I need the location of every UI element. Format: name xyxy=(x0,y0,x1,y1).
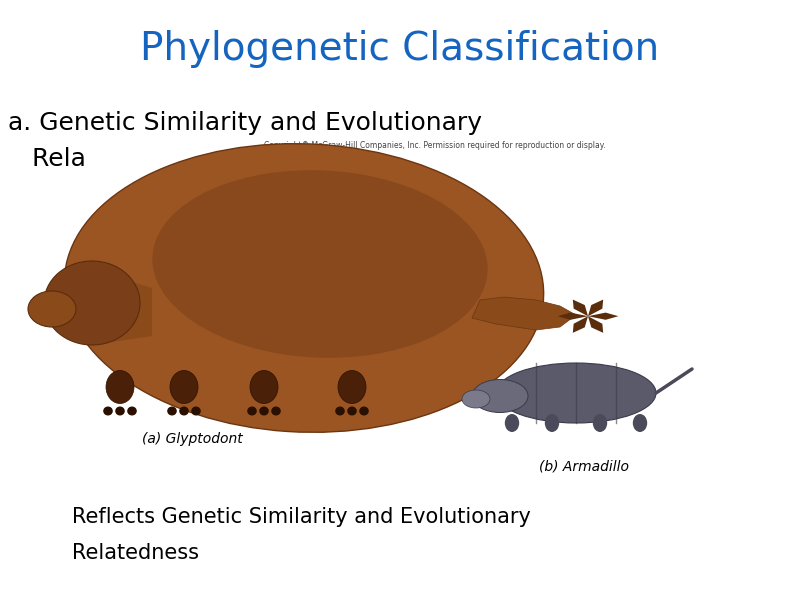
Ellipse shape xyxy=(347,407,357,415)
Ellipse shape xyxy=(359,407,369,415)
Text: Phylogenetic Classification: Phylogenetic Classification xyxy=(141,30,659,68)
Ellipse shape xyxy=(115,407,125,415)
Text: (a) Glyptodont: (a) Glyptodont xyxy=(142,432,242,446)
Ellipse shape xyxy=(496,363,656,423)
Ellipse shape xyxy=(44,261,140,345)
Ellipse shape xyxy=(462,390,490,408)
Polygon shape xyxy=(588,316,603,333)
Text: a. Genetic Similarity and Evolutionary: a. Genetic Similarity and Evolutionary xyxy=(8,111,482,135)
Ellipse shape xyxy=(179,407,189,415)
Ellipse shape xyxy=(545,414,559,432)
Polygon shape xyxy=(472,297,576,330)
Polygon shape xyxy=(112,276,152,342)
Polygon shape xyxy=(573,316,588,333)
Ellipse shape xyxy=(64,143,544,433)
Ellipse shape xyxy=(338,370,366,403)
Ellipse shape xyxy=(250,370,278,403)
Ellipse shape xyxy=(335,407,345,415)
Ellipse shape xyxy=(247,407,257,415)
Ellipse shape xyxy=(167,407,177,415)
Text: Relatedness: Relatedness xyxy=(72,543,199,563)
Text: (b) Armadillo: (b) Armadillo xyxy=(539,459,629,473)
Polygon shape xyxy=(573,299,588,316)
Text: Rela: Rela xyxy=(8,147,86,171)
Text: Reflects Genetic Similarity and Evolutionary: Reflects Genetic Similarity and Evolutio… xyxy=(72,507,531,527)
Ellipse shape xyxy=(103,407,113,415)
Polygon shape xyxy=(558,313,588,320)
Ellipse shape xyxy=(472,379,528,413)
Polygon shape xyxy=(588,299,603,316)
Ellipse shape xyxy=(593,414,607,432)
Ellipse shape xyxy=(633,414,647,432)
Ellipse shape xyxy=(191,407,201,415)
Ellipse shape xyxy=(106,370,134,403)
Text: Copyright© McGraw-Hill Companies, Inc. Permission required for reproduction or d: Copyright© McGraw-Hill Companies, Inc. P… xyxy=(264,141,606,150)
Ellipse shape xyxy=(152,170,488,358)
Ellipse shape xyxy=(28,291,76,327)
Ellipse shape xyxy=(259,407,269,415)
Ellipse shape xyxy=(505,414,519,432)
Ellipse shape xyxy=(127,407,137,415)
Ellipse shape xyxy=(271,407,281,415)
Ellipse shape xyxy=(170,370,198,403)
Polygon shape xyxy=(588,313,618,320)
